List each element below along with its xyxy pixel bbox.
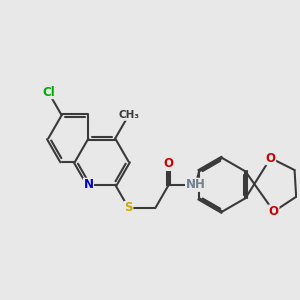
Text: S: S xyxy=(124,202,133,214)
Text: Cl: Cl xyxy=(42,85,55,99)
Text: O: O xyxy=(266,152,276,165)
Text: N: N xyxy=(83,178,93,191)
Text: NH: NH xyxy=(186,178,206,191)
Text: O: O xyxy=(164,158,174,170)
Text: O: O xyxy=(269,205,279,218)
Text: CH₃: CH₃ xyxy=(118,110,139,120)
